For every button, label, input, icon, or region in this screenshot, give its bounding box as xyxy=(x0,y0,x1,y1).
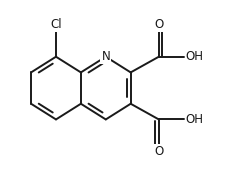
Text: Cl: Cl xyxy=(50,18,62,31)
Text: N: N xyxy=(101,50,110,63)
Text: O: O xyxy=(153,18,163,31)
Text: OH: OH xyxy=(185,50,203,63)
Text: O: O xyxy=(153,145,163,158)
Text: OH: OH xyxy=(185,113,203,126)
